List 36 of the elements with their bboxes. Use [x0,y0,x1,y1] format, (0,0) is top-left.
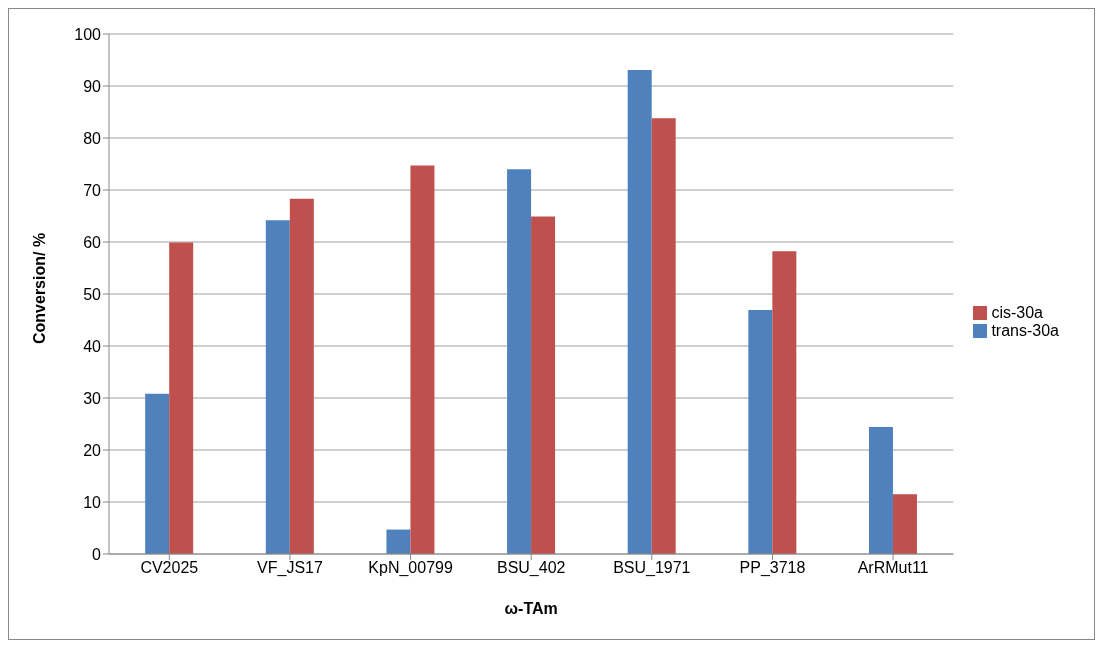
x-tick-label: VF_JS17 [257,559,323,578]
x-tick-label: ArRMut11 [857,559,929,577]
y-tick-label: 90 [83,77,102,95]
y-tick-label: 20 [83,441,102,459]
bar [772,251,797,554]
bar [651,118,676,554]
bar [386,529,411,554]
bar [892,494,917,554]
y-tick-label: 60 [83,233,102,251]
y-tick-label: 70 [83,181,102,199]
x-tick-label: PP_3718 [739,559,806,578]
bar [748,310,773,554]
bar [627,69,652,554]
bar [265,220,290,554]
bar [145,393,170,554]
bar [868,427,893,554]
x-tick-label: CV2025 [140,559,199,577]
y-tick-label: 0 [92,545,102,563]
x-axis-title: ω-TAm [504,600,558,617]
y-tick-label: 50 [83,285,102,303]
y-tick-label: 100 [74,25,102,43]
y-tick-label: 30 [83,389,102,407]
legend-label: trans-30a [991,321,1059,339]
x-tick-label: BSU_1971 [613,559,691,578]
y-axis-title: Conversion/ % [30,232,48,344]
x-tick-label: BSU_402 [496,559,566,578]
legend-label: cis-30a [991,303,1043,321]
y-tick-label: 80 [83,129,102,147]
bar [507,169,532,554]
y-tick-label: 10 [83,493,102,511]
bar [169,242,194,554]
bar [531,216,556,554]
x-tick-label: KpN_00799 [368,559,453,578]
bar [289,198,314,554]
y-tick-label: 40 [83,337,102,355]
bar [410,165,435,554]
